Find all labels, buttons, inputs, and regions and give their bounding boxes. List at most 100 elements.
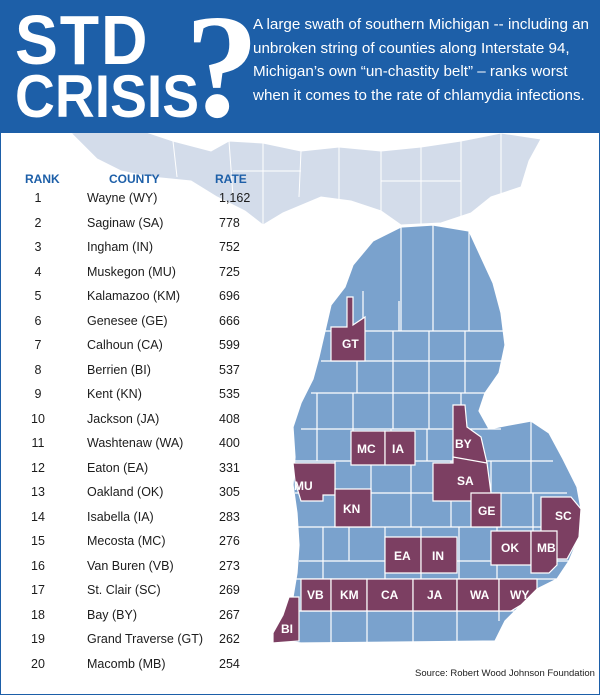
map-label-ca: CA bbox=[381, 588, 399, 602]
rank-cell: 7 bbox=[34, 338, 42, 352]
highlighted-counties bbox=[272, 296, 582, 644]
source-credit: Source: Robert Wood Johnson Foundation bbox=[415, 668, 595, 679]
map-label-ok: OK bbox=[501, 541, 519, 555]
rank-cell: 10 bbox=[31, 411, 45, 426]
rank-cell: 14 bbox=[31, 509, 45, 524]
county-ingham bbox=[420, 536, 458, 574]
county-cell: St. Clair (SC) bbox=[87, 583, 161, 597]
county-wayne bbox=[498, 578, 538, 612]
michigan-map: GT MC IA BY SA MU KN GE SC EA IN OK MB V… bbox=[69, 126, 582, 644]
rate-cell: 283 bbox=[219, 509, 240, 524]
map-label-ja: JA bbox=[427, 588, 443, 602]
county-cell: Grand Traverse (GT) bbox=[87, 632, 203, 646]
map-label-mu: MU bbox=[294, 479, 313, 493]
map-label-sa: SA bbox=[457, 474, 474, 488]
county-cell: Macomb (MB) bbox=[87, 656, 166, 671]
column-header-rank: RANK bbox=[25, 172, 60, 186]
rank-cell: 20 bbox=[31, 656, 45, 671]
county-isabella bbox=[384, 430, 416, 466]
rate-cell: 273 bbox=[219, 558, 240, 573]
county-cell: Eaton (EA) bbox=[87, 460, 149, 475]
rate-cell: 305 bbox=[219, 485, 240, 499]
rank-cell: 8 bbox=[34, 362, 42, 377]
map-label-sc: SC bbox=[555, 509, 572, 523]
rate-cell: 1,162 bbox=[219, 191, 251, 205]
county-cell: Van Buren (VB) bbox=[87, 558, 174, 573]
rate-cell: 400 bbox=[219, 436, 240, 450]
county-saginaw bbox=[432, 456, 492, 502]
county-cell: Calhoun (CA) bbox=[87, 338, 163, 352]
map-label-wa: WA bbox=[470, 588, 490, 602]
rank-cell: 1 bbox=[34, 191, 42, 205]
title-line-2: CRISIS bbox=[15, 63, 200, 130]
county-cell: Berrien (BI) bbox=[87, 362, 151, 377]
rate-cell: 408 bbox=[219, 411, 240, 426]
rank-cell: 3 bbox=[34, 240, 42, 254]
rank-cell: 13 bbox=[31, 485, 45, 499]
rank-cell: 4 bbox=[34, 264, 42, 279]
rank-cell: 6 bbox=[34, 313, 42, 328]
column-header-rate: RATE bbox=[215, 172, 247, 186]
county-grand-traverse bbox=[330, 296, 366, 362]
rank-cell: 11 bbox=[31, 436, 45, 450]
county-genesee bbox=[470, 492, 502, 528]
county-cell: Mecosta (MC) bbox=[87, 534, 166, 548]
rate-cell: 725 bbox=[219, 264, 240, 279]
map-label-gt: GT bbox=[342, 337, 359, 351]
county-cell: Jackson (JA) bbox=[87, 411, 160, 426]
rank-cell: 2 bbox=[34, 215, 42, 230]
rate-cell: 331 bbox=[219, 460, 240, 475]
map-label-kn: KN bbox=[343, 502, 360, 516]
rank-cell: 15 bbox=[31, 534, 45, 548]
county-cell: Saginaw (SA) bbox=[87, 215, 164, 230]
question-mark: ? bbox=[185, 0, 259, 149]
rate-cell: 666 bbox=[219, 313, 240, 328]
map-label-mb: MB bbox=[537, 541, 556, 555]
rank-cell: 18 bbox=[31, 607, 45, 622]
county-cell: Washtenaw (WA) bbox=[87, 436, 184, 450]
map-label-ia: IA bbox=[392, 442, 404, 456]
intro-text: A large swath of southern Michigan -- in… bbox=[253, 16, 590, 104]
rate-cell: 752 bbox=[219, 240, 240, 254]
county-kent bbox=[334, 488, 372, 528]
county-cell: Oakland (OK) bbox=[87, 485, 164, 499]
map-label-in: IN bbox=[432, 549, 444, 563]
map-label-bi: BI bbox=[281, 622, 293, 636]
map-label-km: KM bbox=[340, 588, 359, 602]
rate-cell: 778 bbox=[219, 215, 240, 230]
upper-peninsula-borders bbox=[172, 133, 502, 225]
county-muskegon bbox=[292, 462, 336, 502]
county-cell: Kalamazoo (KM) bbox=[87, 289, 181, 303]
rate-cell: 537 bbox=[219, 362, 240, 377]
county-cell: Wayne (WY) bbox=[87, 191, 158, 205]
header-banner: STD CRISIS ? A large swath of southern M… bbox=[1, 1, 599, 141]
map-label-mc: MC bbox=[357, 442, 376, 456]
rate-cell: 269 bbox=[219, 583, 240, 597]
rank-cell: 5 bbox=[34, 289, 42, 303]
rate-cell: 535 bbox=[219, 387, 240, 401]
county-cell: Muskegon (MU) bbox=[87, 264, 176, 279]
county-cell: Genesee (GE) bbox=[87, 313, 168, 328]
title-line-1: STD bbox=[15, 1, 150, 79]
rank-cell: 9 bbox=[34, 387, 42, 401]
rate-cell: 254 bbox=[219, 656, 240, 671]
rate-cell: 599 bbox=[219, 338, 240, 352]
rate-cell: 267 bbox=[219, 607, 240, 622]
rate-cell: 696 bbox=[219, 289, 240, 303]
county-cell: Bay (BY) bbox=[87, 607, 138, 622]
county-cell: Isabella (IA) bbox=[87, 509, 154, 524]
map-label-ea: EA bbox=[394, 549, 411, 563]
county-macomb bbox=[530, 530, 558, 574]
county-cell: Ingham (IN) bbox=[87, 240, 153, 254]
rank-cell: 17 bbox=[31, 583, 45, 597]
map-label-vb: VB bbox=[307, 588, 324, 602]
rank-cell: 16 bbox=[31, 558, 45, 573]
rank-cell: 19 bbox=[31, 632, 45, 646]
rate-cell: 276 bbox=[219, 534, 240, 548]
rate-cell: 262 bbox=[219, 632, 240, 646]
rank-cell: 12 bbox=[31, 460, 45, 475]
map-label-ge: GE bbox=[478, 504, 495, 518]
county-cell: Kent (KN) bbox=[87, 387, 142, 401]
map-label-by: BY bbox=[455, 437, 472, 451]
